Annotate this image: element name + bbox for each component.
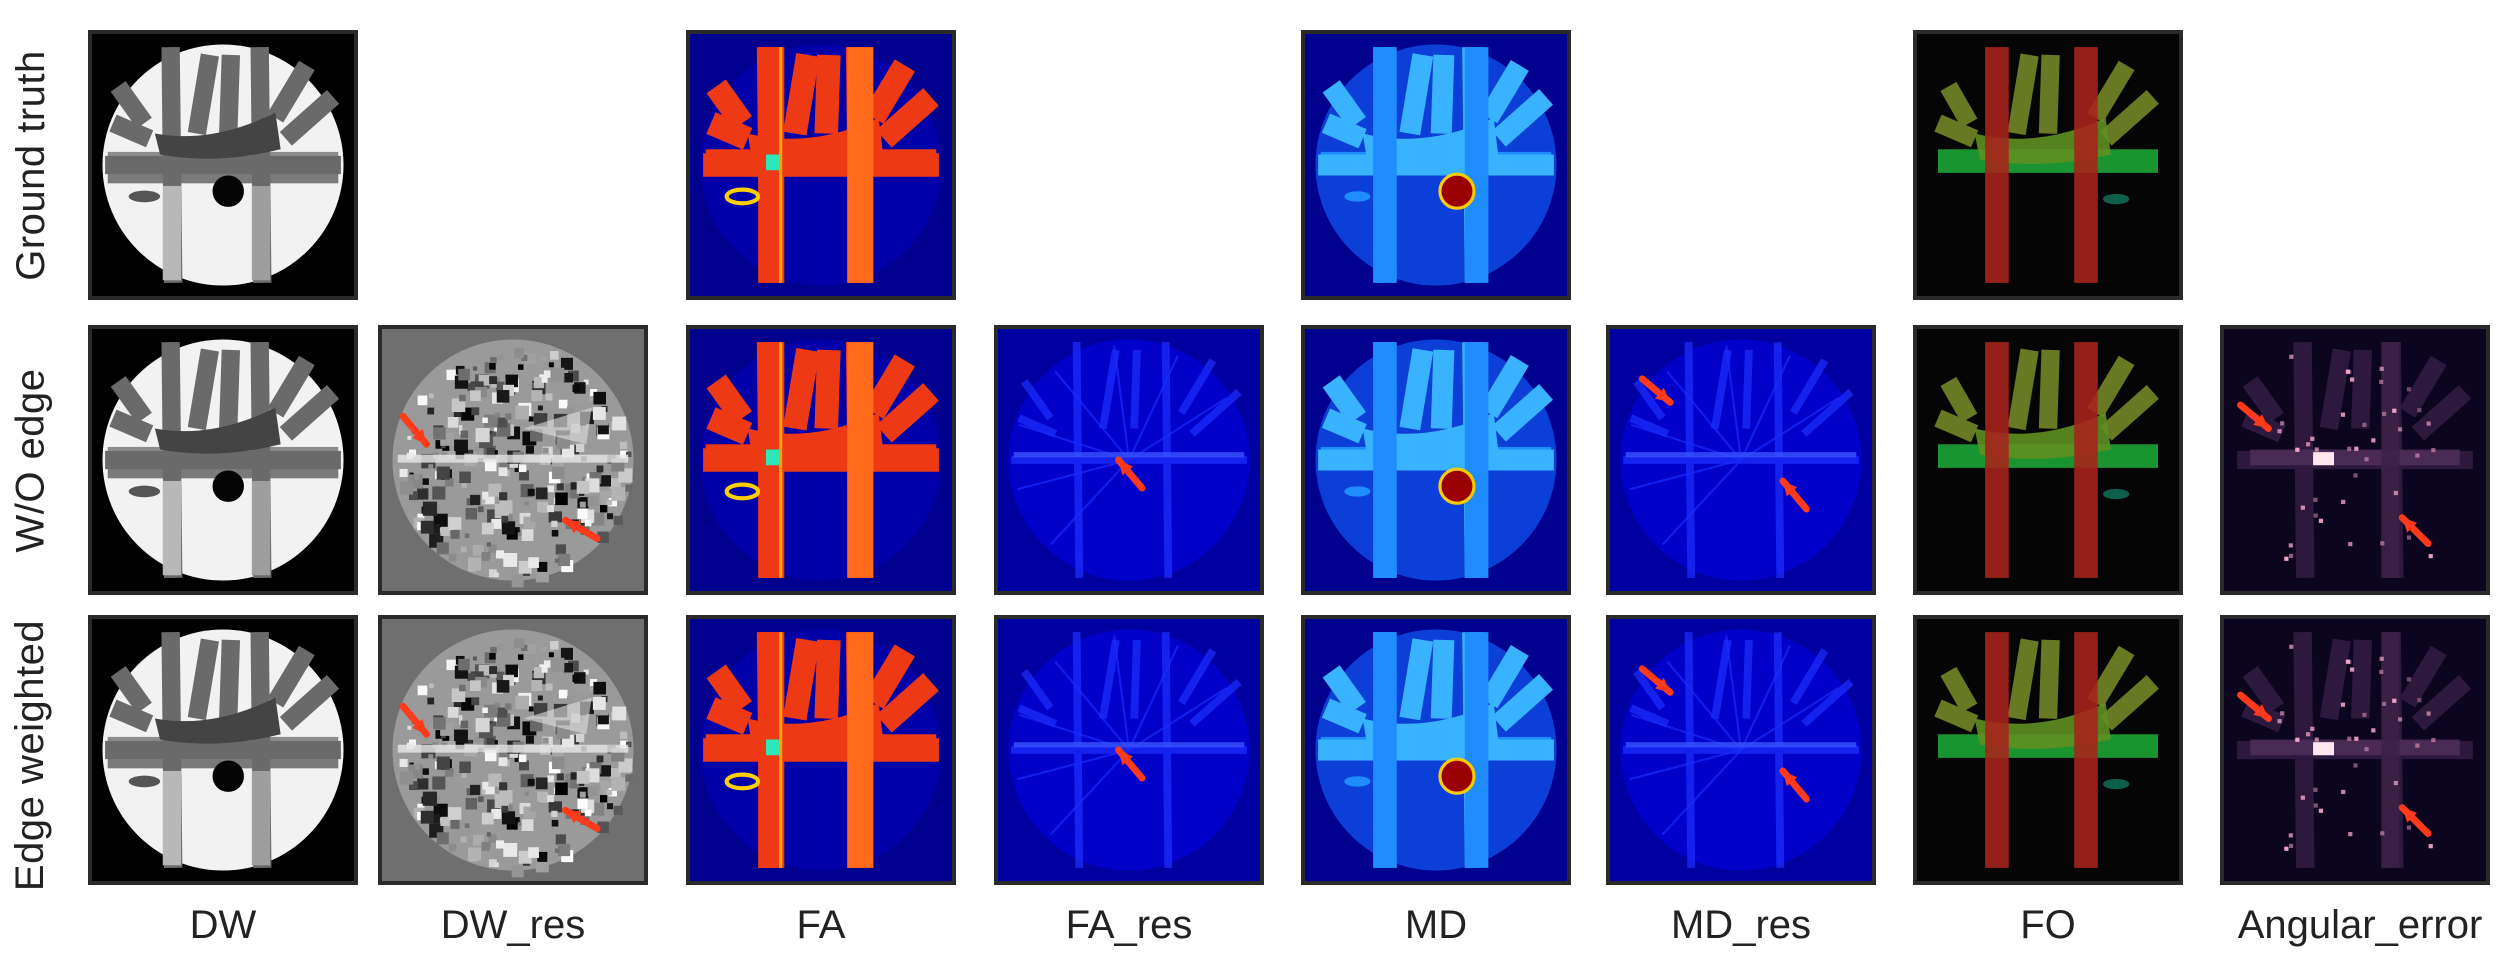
residual-noise-icon <box>382 329 644 591</box>
arrow-icon <box>1638 665 1674 696</box>
panel-r1-c6 <box>1913 325 2183 595</box>
residual-blue-icon <box>998 619 1260 881</box>
arrow-icon <box>561 516 601 543</box>
arrow-icon <box>2398 804 2432 837</box>
panel-r2-c2 <box>686 615 956 885</box>
row-label-text: Ground truth <box>8 49 53 281</box>
panel-r1-c4 <box>1301 325 1571 595</box>
FA-jet-phantom-icon <box>690 619 952 881</box>
col-label-fa: FA <box>796 902 846 947</box>
arrow-icon <box>1638 375 1674 406</box>
arrow-icon <box>1115 746 1146 782</box>
arrow-icon <box>1779 477 1810 513</box>
panel-r2-c0 <box>88 615 358 885</box>
col-label-dw-res: DW_res <box>440 902 586 947</box>
col-label-md-res: MD_res <box>1670 902 1812 947</box>
row-label-ground-truth: Ground truth <box>0 30 62 300</box>
col-label-md: MD <box>1404 902 1468 947</box>
residual-noise-icon <box>382 619 644 881</box>
panel-r2-c7 <box>2220 615 2490 885</box>
panel-r2-c6 <box>1913 615 2183 885</box>
MD-jet-phantom-icon <box>1305 619 1567 881</box>
FA-jet-phantom-icon <box>690 329 952 591</box>
angular-error-magma-icon <box>2224 329 2486 591</box>
FO-rgb-phantom-icon <box>1917 619 2179 881</box>
arrow-icon <box>561 806 601 833</box>
arrow-icon <box>2398 514 2432 547</box>
panel-r0-c0 <box>88 30 358 300</box>
arrow-icon <box>2237 401 2272 432</box>
panel-r1-c7 <box>2220 325 2490 595</box>
panel-r0-c6 <box>1913 30 2183 300</box>
row-label-edge-weighted: Edge weighted <box>0 610 62 900</box>
residual-blue-icon <box>1610 329 1872 591</box>
panel-r1-c5 <box>1606 325 1876 595</box>
col-label-fo: FO <box>2020 902 2076 947</box>
col-label-dw: DW <box>189 902 257 947</box>
DW-gray-phantom-icon <box>92 619 354 881</box>
arrow-icon <box>399 412 430 448</box>
MD-jet-phantom-icon <box>1305 329 1567 591</box>
panel-r2-c3 <box>994 615 1264 885</box>
panel-r2-c1 <box>378 615 648 885</box>
FO-rgb-phantom-icon <box>1917 329 2179 591</box>
arrow-icon <box>2237 691 2272 722</box>
DW-gray-phantom-icon <box>92 34 354 296</box>
panel-r0-c2 <box>686 30 956 300</box>
row-label-wo-edge: W/O edge <box>0 325 62 595</box>
col-label-fa-res: FA_res <box>1065 902 1193 947</box>
arrow-icon <box>1115 456 1146 492</box>
panel-r1-c1 <box>378 325 648 595</box>
MD-jet-phantom-icon <box>1305 34 1567 296</box>
col-label-angular-error: Angular_error <box>2237 902 2483 947</box>
panel-r1-c2 <box>686 325 956 595</box>
panel-r2-c4 <box>1301 615 1571 885</box>
panel-r1-c0 <box>88 325 358 595</box>
angular-error-magma-icon <box>2224 619 2486 881</box>
FA-jet-phantom-icon <box>690 34 952 296</box>
panel-r0-c4 <box>1301 30 1571 300</box>
arrow-icon <box>1779 767 1810 803</box>
arrow-icon <box>399 702 430 738</box>
residual-blue-icon <box>998 329 1260 591</box>
FO-rgb-phantom-icon <box>1917 34 2179 296</box>
row-label-text: Edge weighted <box>8 619 53 891</box>
panel-r1-c3 <box>994 325 1264 595</box>
row-label-text: W/O edge <box>8 367 53 553</box>
DW-gray-phantom-icon <box>92 329 354 591</box>
panel-r2-c5 <box>1606 615 1876 885</box>
residual-blue-icon <box>1610 619 1872 881</box>
